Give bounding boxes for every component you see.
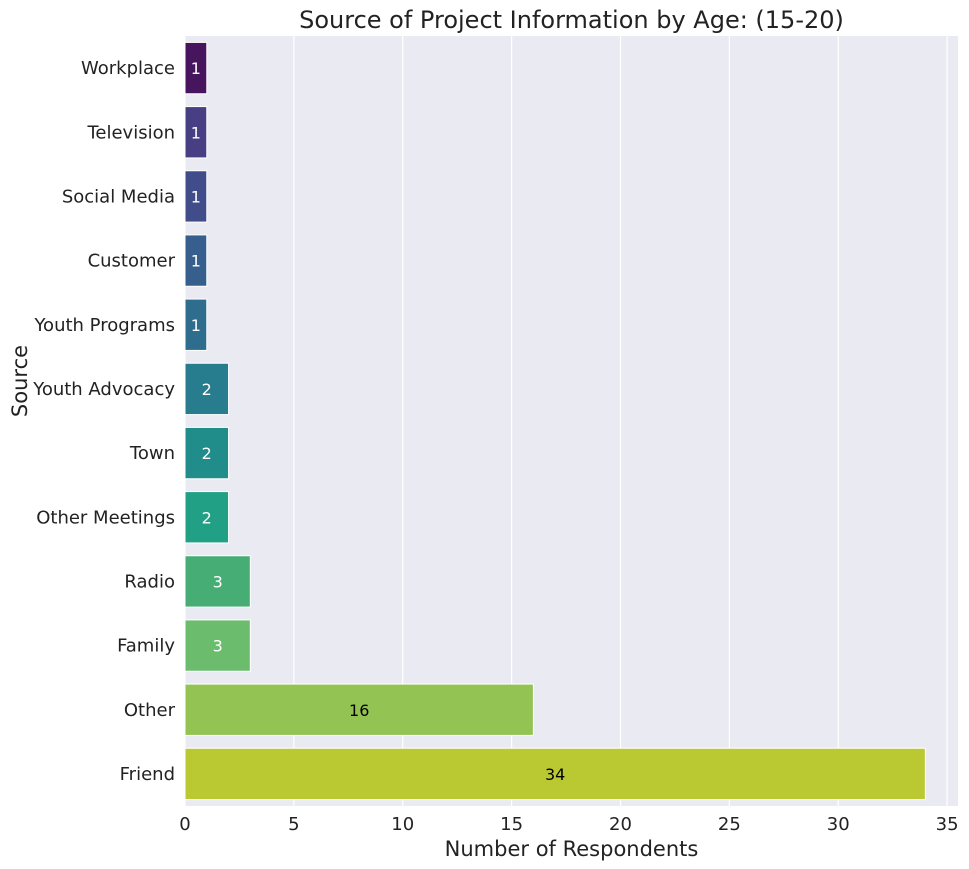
y-tick-label: Other bbox=[124, 700, 176, 721]
bar-value-label: 1 bbox=[191, 316, 201, 335]
x-axis-title: Number of Respondents bbox=[445, 837, 699, 861]
x-tick-label: 20 bbox=[609, 814, 632, 835]
y-tick-label: Customer bbox=[88, 251, 176, 272]
bar bbox=[184, 426, 230, 480]
y-tick-label: Youth Programs bbox=[33, 315, 175, 336]
bar-value-label: 1 bbox=[191, 187, 201, 206]
chart-title: Source of Project Information by Age: (1… bbox=[299, 6, 844, 34]
x-tick-label: 10 bbox=[391, 814, 414, 835]
x-tick-label: 35 bbox=[936, 814, 959, 835]
y-tick-label: Family bbox=[117, 636, 175, 657]
bar bbox=[184, 298, 208, 351]
y-tick-label: Town bbox=[129, 443, 175, 464]
bar bbox=[184, 619, 251, 672]
y-tick-label: Workplace bbox=[81, 58, 175, 79]
bar bbox=[184, 362, 230, 416]
bar-value-label: 3 bbox=[213, 572, 223, 591]
y-tick-label: Youth Advocacy bbox=[32, 379, 175, 400]
bar bbox=[184, 170, 208, 223]
bar bbox=[184, 555, 251, 608]
plot-background bbox=[185, 36, 958, 806]
bar bbox=[184, 747, 926, 801]
bar-value-label: 1 bbox=[191, 123, 201, 142]
grid-lines bbox=[184, 36, 948, 806]
bar-value-label: 34 bbox=[545, 765, 565, 784]
y-tick-label: Friend bbox=[120, 764, 175, 785]
bar bbox=[184, 234, 208, 287]
bars bbox=[184, 41, 926, 801]
bar-value-label: 2 bbox=[202, 508, 212, 527]
bar-value-label: 3 bbox=[213, 637, 223, 656]
x-tick-label: 30 bbox=[827, 814, 850, 835]
y-tick-labels: Workplace Television Social Media Customer Y… bbox=[32, 58, 175, 785]
x-tick-label: 15 bbox=[500, 814, 523, 835]
y-tick-label: Other Meetings bbox=[36, 507, 175, 528]
bar-value-label: 2 bbox=[202, 380, 212, 399]
bar-value-label: 16 bbox=[349, 701, 369, 720]
y-tick-label: Social Media bbox=[62, 186, 175, 207]
bar-value-labels: 1 1 1 1 1 2 2 2 3 3 16 34 bbox=[191, 59, 566, 784]
bar bbox=[184, 683, 534, 736]
bar-value-label: 2 bbox=[202, 444, 212, 463]
bar-value-label: 1 bbox=[191, 252, 201, 271]
bar bbox=[184, 106, 208, 159]
y-tick-label: Television bbox=[86, 122, 175, 143]
y-axis-title: Source bbox=[8, 345, 32, 417]
y-tick-label: Radio bbox=[124, 571, 175, 592]
x-tick-label: 5 bbox=[288, 814, 299, 835]
bar-value-label: 1 bbox=[191, 59, 201, 78]
bar bbox=[184, 491, 230, 544]
x-tick-label: 0 bbox=[179, 814, 190, 835]
x-tick-label: 25 bbox=[718, 814, 741, 835]
x-tick-labels: 0 5 10 15 20 25 30 35 bbox=[179, 814, 958, 835]
bar bbox=[184, 41, 208, 95]
